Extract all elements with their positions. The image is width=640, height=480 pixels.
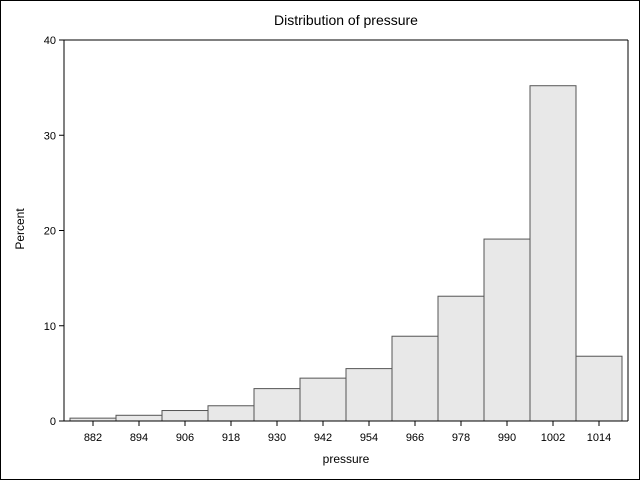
x-axis-label: pressure xyxy=(323,452,370,466)
bar-930 xyxy=(253,388,301,422)
y-tick-label: 40 xyxy=(44,35,56,47)
x-tick-label: 1014 xyxy=(587,432,611,444)
bars-group xyxy=(69,85,623,422)
bar-990 xyxy=(483,238,531,422)
y-tick-label: 20 xyxy=(44,226,56,238)
y-axis-ticks: 0 10 20 30 40 xyxy=(44,35,64,428)
bar-906 xyxy=(161,410,209,422)
x-tick-label: 882 xyxy=(84,432,102,444)
bar-966 xyxy=(391,335,439,422)
bar-1014 xyxy=(575,355,623,422)
bar-894 xyxy=(115,414,163,422)
bar-918 xyxy=(207,405,255,422)
y-tick-label: 30 xyxy=(44,130,56,142)
plot-area xyxy=(64,39,629,421)
x-tick-label: 978 xyxy=(452,432,470,444)
y-axis-label: Percent xyxy=(13,208,27,250)
bar-1002 xyxy=(529,85,577,422)
x-tick-label: 930 xyxy=(268,432,286,444)
bar-978 xyxy=(437,295,485,422)
bar-954 xyxy=(345,368,393,422)
x-tick-label: 1002 xyxy=(541,432,565,444)
x-tick-label: 906 xyxy=(176,432,194,444)
x-tick-label: 942 xyxy=(314,432,332,444)
x-axis-ticks: 882 894 906 918 930 942 954 966 978 990 1002 1014 xyxy=(84,421,611,444)
bar-942 xyxy=(299,377,347,422)
x-tick-label: 990 xyxy=(498,432,516,444)
y-tick-label: 10 xyxy=(44,321,56,333)
x-tick-label: 918 xyxy=(222,432,240,444)
chart-title: Distribution of pressure xyxy=(274,12,418,28)
x-tick-label: 966 xyxy=(406,432,424,444)
x-tick-label: 894 xyxy=(130,432,148,444)
y-tick-label: 0 xyxy=(50,416,56,428)
x-tick-label: 954 xyxy=(360,432,378,444)
